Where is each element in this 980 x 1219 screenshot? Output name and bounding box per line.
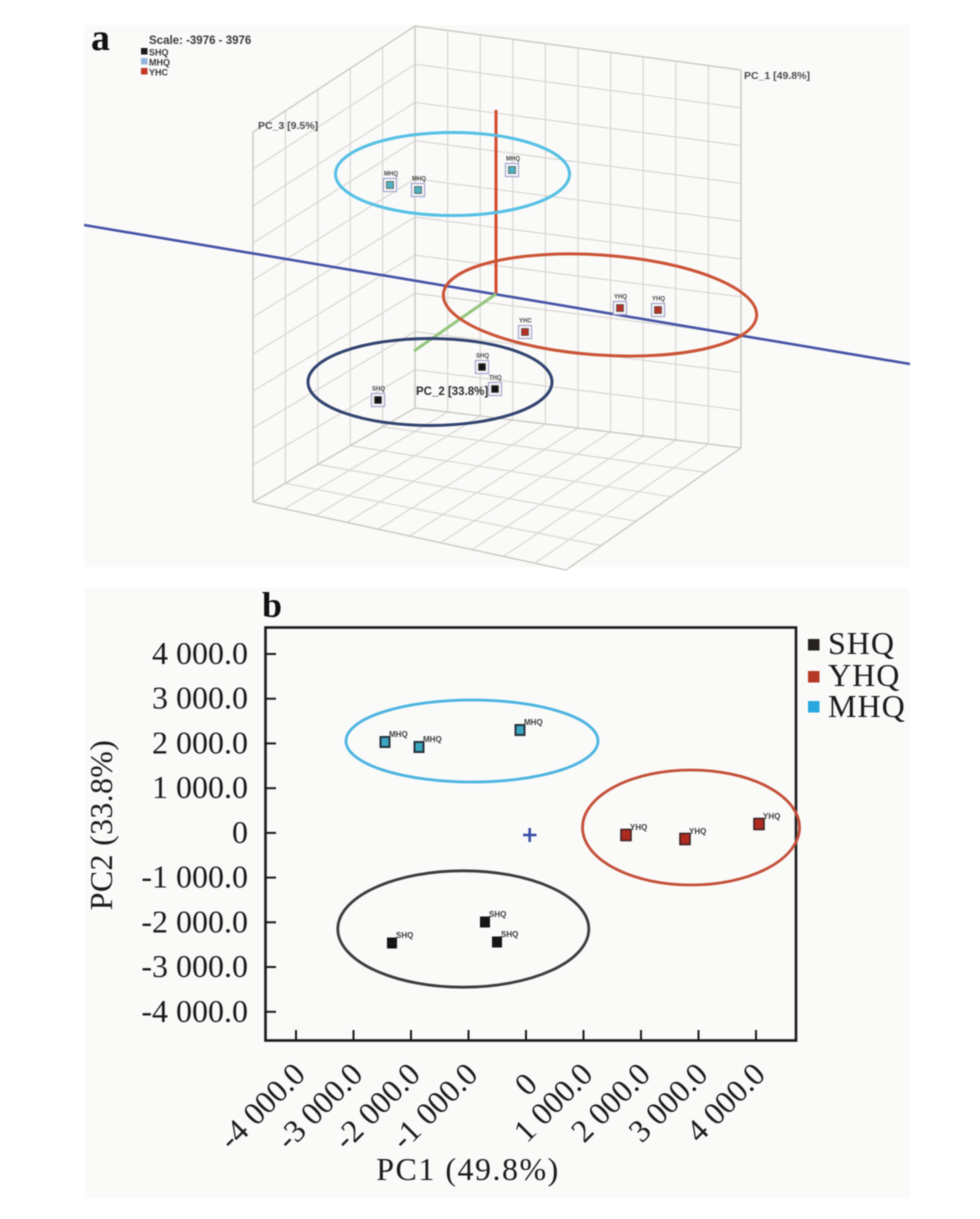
svg-text:SHQ: SHQ [489,910,506,919]
svg-text:YHQ: YHQ [652,297,665,303]
svg-text:2 000.0: 2 000.0 [152,724,248,760]
svg-text:3 000.0: 3 000.0 [152,680,248,716]
svg-text:YHC: YHC [519,319,532,325]
svg-text:MHQ: MHQ [389,730,408,739]
svg-text:MHQ: MHQ [384,172,398,178]
svg-text:-4 000.0: -4 000.0 [141,993,248,1029]
svg-text:a: a [91,17,110,59]
svg-text:MHQ: MHQ [423,735,442,744]
svg-text:YHQ: YHQ [630,823,647,832]
svg-text:SHQ: SHQ [396,931,413,940]
svg-text:SHQ: SHQ [828,625,895,661]
svg-text:YHQ: YHQ [614,295,627,301]
svg-text:SHQ: SHQ [501,930,518,939]
svg-text:MHQ: MHQ [506,157,520,163]
svg-text:PC1 (49.8%): PC1 (49.8%) [376,1151,560,1187]
svg-text:PC_1 [49.8%]: PC_1 [49.8%] [744,70,810,82]
svg-text:YHQ: YHQ [763,812,780,821]
svg-text:1 000.0: 1 000.0 [152,769,248,805]
svg-text:PC_3 [9.5%]: PC_3 [9.5%] [258,120,318,132]
svg-text:PC_2 [33.8%]: PC_2 [33.8%] [416,386,488,398]
svg-text:0: 0 [232,814,248,850]
svg-text:MHQ: MHQ [524,718,543,727]
svg-text:MHQ: MHQ [149,58,170,68]
svg-text:YHC: YHC [149,68,169,78]
svg-text:SHQ: SHQ [476,354,489,360]
svg-text:4 000.0: 4 000.0 [152,635,248,671]
svg-text:Scale: -3976 - 3976: Scale: -3976 - 3976 [149,35,251,47]
svg-text:THQ: THQ [489,376,502,382]
svg-text:b: b [262,585,282,625]
svg-text:YHQ: YHQ [689,827,706,836]
svg-text:MHQ: MHQ [828,688,906,724]
svg-text:SHQ: SHQ [149,48,169,58]
svg-text:-2 000.0: -2 000.0 [141,903,248,939]
svg-text:SHQ: SHQ [372,387,385,393]
svg-text:-3 000.0: -3 000.0 [141,948,248,984]
svg-text:YHQ: YHQ [828,657,900,693]
svg-text:MHQ: MHQ [412,177,426,183]
svg-text:PC2 (33.8%): PC2 (33.8%) [83,740,119,910]
svg-text:-1 000.0: -1 000.0 [141,859,248,895]
